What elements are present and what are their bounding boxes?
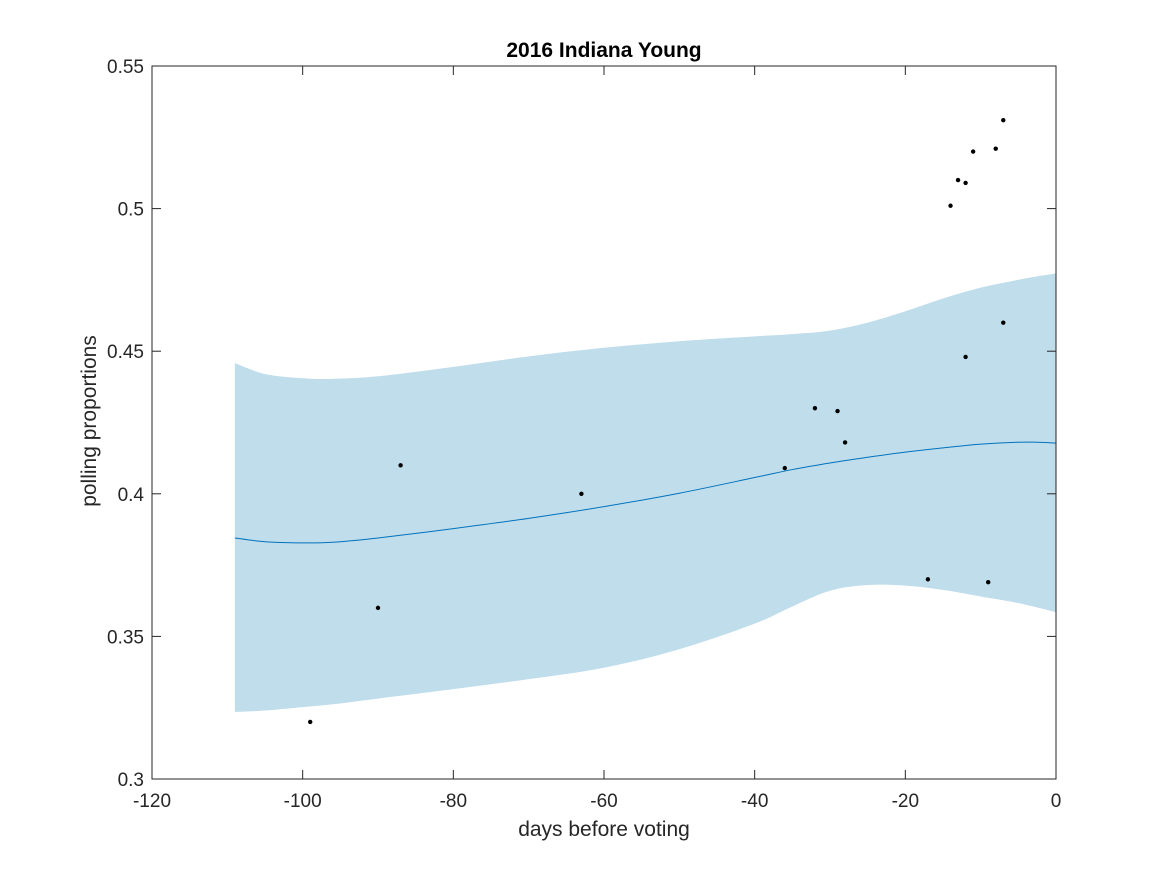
x-axis-label: days before voting — [518, 818, 690, 841]
y-tick-label: 0.35 — [107, 627, 144, 648]
x-tick-label: -20 — [892, 791, 919, 812]
fit-line — [234, 441, 1057, 544]
data-point — [970, 149, 976, 154]
data-point — [579, 491, 584, 496]
data-point — [1001, 320, 1006, 325]
data-point — [812, 406, 818, 411]
data-point — [955, 177, 961, 183]
y-tick-label: 0.3 — [118, 770, 144, 791]
x-tick-label: 0 — [1051, 791, 1062, 812]
x-tick-label: -60 — [590, 791, 617, 812]
y-tick-label: 0.45 — [107, 342, 144, 363]
y-tick-label: 0.55 — [107, 57, 144, 78]
y-tick-label: 0.4 — [118, 485, 145, 506]
x-tick-label: -40 — [741, 791, 768, 812]
confidence-band-layer — [234, 273, 1056, 712]
x-tick-label: -100 — [284, 791, 322, 812]
data-point — [925, 577, 931, 582]
data-point — [963, 180, 968, 186]
data-point — [308, 719, 313, 725]
data-point — [963, 354, 968, 360]
data-point — [835, 408, 840, 414]
chart-title: 2016 Indiana Young — [506, 39, 701, 62]
data-point — [782, 465, 787, 471]
data-point — [1001, 117, 1006, 123]
confidence-band — [234, 273, 1056, 712]
data-points-layer — [308, 117, 1006, 725]
y-tick-label: 0.5 — [118, 200, 144, 221]
data-point — [986, 580, 991, 585]
data-point — [948, 203, 953, 208]
fit-line-layer — [234, 441, 1057, 544]
data-point — [993, 146, 998, 151]
x-tick-label: -80 — [440, 791, 467, 812]
axes — [151, 65, 1057, 780]
data-point — [842, 440, 848, 445]
data-point — [375, 605, 381, 611]
tick-labels: -120 -100 -80 -60 -40 -20 0 0.3 0.35 0.4 0.45 0.5 0.… — [107, 57, 1061, 812]
data-point — [398, 463, 403, 468]
y-axis-label: polling proportions — [78, 335, 101, 507]
x-tick-label: -120 — [133, 791, 171, 812]
